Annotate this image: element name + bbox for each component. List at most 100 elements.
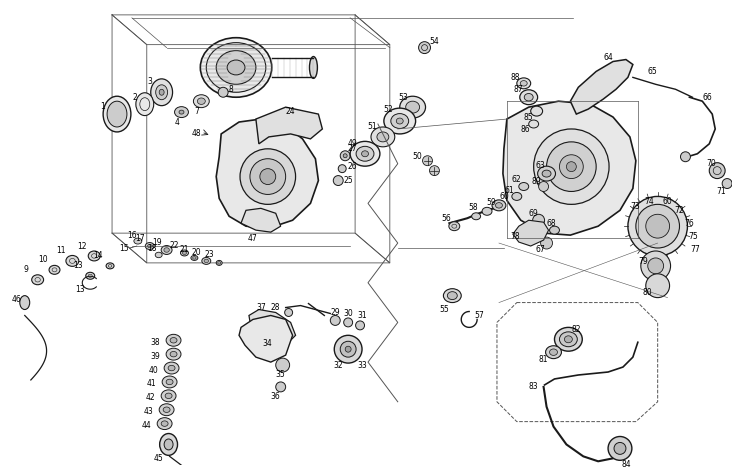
Text: 70: 70	[706, 159, 716, 168]
Text: 3: 3	[147, 77, 152, 86]
Circle shape	[340, 151, 350, 161]
Ellipse shape	[162, 376, 177, 388]
Circle shape	[343, 154, 347, 158]
Circle shape	[334, 335, 362, 363]
Text: 19: 19	[152, 238, 162, 247]
Ellipse shape	[159, 89, 164, 95]
Text: 20: 20	[192, 249, 201, 257]
Ellipse shape	[204, 259, 209, 263]
Text: 47: 47	[248, 234, 258, 242]
Text: 57: 57	[474, 311, 484, 320]
Ellipse shape	[161, 246, 172, 255]
Text: 26: 26	[348, 162, 357, 171]
Polygon shape	[249, 310, 295, 347]
Ellipse shape	[193, 257, 196, 259]
Ellipse shape	[554, 327, 582, 351]
Ellipse shape	[216, 51, 256, 84]
Ellipse shape	[151, 79, 173, 106]
Text: 81: 81	[539, 355, 548, 363]
Ellipse shape	[166, 379, 173, 385]
Text: 62: 62	[512, 175, 522, 184]
Ellipse shape	[542, 170, 551, 177]
Ellipse shape	[472, 213, 481, 220]
Text: 49: 49	[347, 139, 357, 148]
Ellipse shape	[384, 108, 415, 134]
Ellipse shape	[32, 275, 43, 285]
Ellipse shape	[520, 90, 537, 105]
Ellipse shape	[88, 251, 100, 261]
Circle shape	[340, 341, 356, 357]
Text: 12: 12	[77, 242, 87, 250]
Circle shape	[539, 182, 548, 191]
Ellipse shape	[227, 60, 245, 75]
Text: 32: 32	[334, 361, 343, 370]
Text: 34: 34	[262, 339, 272, 348]
Ellipse shape	[159, 433, 178, 455]
Text: 44: 44	[142, 421, 151, 430]
Text: 45: 45	[154, 454, 164, 463]
Circle shape	[567, 162, 576, 172]
Text: 24: 24	[286, 106, 295, 116]
Text: 38: 38	[151, 338, 160, 347]
Ellipse shape	[396, 118, 404, 124]
Ellipse shape	[356, 146, 374, 161]
Text: 21: 21	[180, 245, 189, 255]
Polygon shape	[503, 101, 636, 235]
Text: 30: 30	[343, 309, 353, 318]
Ellipse shape	[492, 200, 506, 211]
Ellipse shape	[179, 110, 184, 114]
Circle shape	[614, 442, 626, 454]
Text: 36: 36	[271, 393, 281, 401]
Ellipse shape	[170, 338, 177, 343]
Circle shape	[648, 258, 664, 274]
Text: 8: 8	[229, 85, 234, 94]
Ellipse shape	[216, 260, 222, 265]
Ellipse shape	[207, 43, 266, 92]
Ellipse shape	[20, 295, 29, 310]
Ellipse shape	[103, 96, 131, 132]
Text: 52: 52	[383, 105, 392, 113]
Ellipse shape	[166, 334, 181, 346]
Text: 13: 13	[76, 285, 85, 294]
Circle shape	[533, 214, 545, 226]
Ellipse shape	[164, 439, 173, 450]
Circle shape	[646, 274, 670, 298]
Text: 33: 33	[357, 361, 367, 370]
Text: 55: 55	[440, 305, 449, 314]
Text: 28: 28	[271, 303, 281, 312]
Text: 67: 67	[536, 245, 545, 255]
Ellipse shape	[218, 262, 220, 264]
Ellipse shape	[136, 93, 154, 115]
Ellipse shape	[377, 132, 389, 142]
Ellipse shape	[156, 85, 168, 100]
Circle shape	[723, 179, 732, 189]
Circle shape	[338, 165, 346, 173]
Text: 43: 43	[144, 407, 154, 416]
Text: 64: 64	[603, 53, 613, 62]
Circle shape	[276, 382, 286, 392]
Polygon shape	[216, 119, 318, 228]
Text: 85: 85	[524, 113, 534, 121]
Ellipse shape	[168, 365, 175, 371]
Ellipse shape	[517, 78, 531, 89]
Circle shape	[345, 346, 351, 352]
Text: 37: 37	[256, 303, 266, 312]
Circle shape	[429, 166, 440, 175]
Text: 77: 77	[690, 245, 700, 255]
Ellipse shape	[519, 182, 528, 190]
Text: 16: 16	[127, 231, 137, 240]
Text: 18: 18	[147, 243, 157, 252]
Text: 87: 87	[514, 85, 523, 94]
Circle shape	[344, 318, 353, 327]
Text: 75: 75	[689, 232, 698, 241]
Polygon shape	[570, 60, 633, 114]
Ellipse shape	[148, 244, 152, 248]
Circle shape	[276, 358, 290, 372]
Ellipse shape	[495, 203, 503, 208]
Circle shape	[628, 197, 687, 256]
Ellipse shape	[164, 362, 179, 374]
Polygon shape	[239, 316, 293, 362]
Ellipse shape	[146, 242, 154, 250]
Ellipse shape	[443, 289, 462, 303]
Circle shape	[636, 204, 679, 248]
